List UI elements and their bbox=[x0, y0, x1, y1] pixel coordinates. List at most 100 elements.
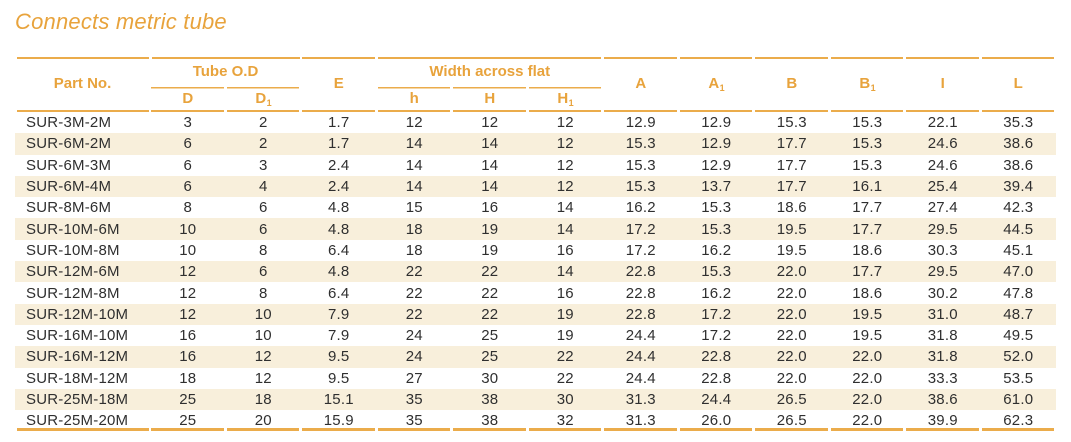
col-header-a1: A1 bbox=[678, 57, 754, 112]
cell-h_cap: 25 bbox=[481, 327, 499, 345]
cell-part_no: SUR-10M-8M bbox=[26, 241, 120, 259]
cell-b: 17.7 bbox=[776, 178, 807, 196]
table-row: SUR-10M-8M 10 8 6.4 18 19 16 17.2 16.2 19.5 18.6 30… bbox=[15, 240, 1056, 261]
cell-part_no: SUR-6M-4M bbox=[26, 178, 112, 196]
cell-i: 22.1 bbox=[927, 114, 958, 132]
cell-h_cap: 25 bbox=[481, 348, 499, 366]
cell-h_cap: 14 bbox=[481, 178, 499, 196]
col-header-a1-label: A bbox=[708, 75, 720, 93]
col-header-h-small: h bbox=[376, 87, 452, 112]
cell-a: 15.3 bbox=[625, 156, 656, 174]
cell-h: 24 bbox=[405, 348, 423, 366]
cell-h: 24 bbox=[405, 327, 423, 345]
cell-h_cap: 30 bbox=[481, 369, 499, 387]
col-header-a: A bbox=[603, 57, 679, 112]
col-header-h1-subscript: 1 bbox=[568, 98, 574, 109]
cell-b1: 17.7 bbox=[852, 220, 883, 238]
col-header-b1-label: B bbox=[859, 75, 871, 93]
col-header-l-label: L bbox=[1013, 75, 1023, 93]
cell-a1: 26.0 bbox=[678, 410, 754, 432]
cell-a1: 13.7 bbox=[701, 178, 732, 196]
col-group-width-across-flat: Width across flat bbox=[376, 57, 603, 87]
cell-d: 3 bbox=[183, 114, 193, 132]
cell-h_cap: 14 bbox=[481, 135, 499, 153]
cell-b: 15.3 bbox=[776, 114, 807, 132]
cell-b: 17.7 bbox=[776, 135, 807, 153]
cell-part_no: SUR-12M-6M bbox=[26, 263, 120, 281]
cell-d: 8 bbox=[183, 199, 193, 217]
col-header-h-small-label: h bbox=[409, 90, 419, 108]
cell-a: 31.3 bbox=[625, 391, 656, 408]
cell-l: 52.0 bbox=[1003, 348, 1034, 366]
cell-d1: 2 bbox=[258, 114, 268, 132]
cell-d: 25 bbox=[150, 410, 226, 432]
cell-h: 14 bbox=[405, 156, 423, 174]
cell-l: 38.6 bbox=[1003, 135, 1034, 153]
cell-a1: 22.8 bbox=[701, 369, 732, 387]
cell-h_cap: 19 bbox=[481, 241, 499, 259]
header-row-sub: D D1 h H H1 bbox=[15, 87, 1056, 112]
cell-i: 31.8 bbox=[927, 327, 958, 345]
cell-h_cap: 38 bbox=[452, 410, 528, 432]
cell-b1: 17.7 bbox=[852, 199, 883, 217]
cell-b1: 22.0 bbox=[852, 391, 883, 408]
col-header-d-label: D bbox=[182, 90, 194, 108]
cell-e: 1.7 bbox=[328, 114, 350, 132]
cell-d: 10 bbox=[179, 220, 197, 238]
table-row: SUR-16M-12M 16 12 9.5 24 25 22 24.4 22.8 22.0 22.0… bbox=[15, 346, 1056, 368]
cell-b: 22.0 bbox=[776, 327, 807, 345]
cell-h_cap: 14 bbox=[481, 156, 499, 174]
cell-a1: 17.2 bbox=[701, 305, 732, 323]
cell-part_no: SUR-18M-12M bbox=[26, 369, 129, 387]
cell-b: 19.5 bbox=[776, 241, 807, 259]
cell-b: 19.5 bbox=[776, 220, 807, 238]
cell-i: 30.3 bbox=[927, 241, 958, 259]
col-header-b1-subscript: 1 bbox=[870, 83, 876, 94]
cell-b: 22.0 bbox=[776, 348, 807, 366]
cell-part_no: SUR-16M-10M bbox=[26, 327, 129, 345]
cell-a1: 22.8 bbox=[701, 348, 732, 366]
cell-i: 24.6 bbox=[927, 135, 958, 153]
cell-h: 35 bbox=[376, 410, 452, 432]
cell-a1: 17.2 bbox=[701, 327, 732, 345]
cell-e: 6.4 bbox=[328, 241, 350, 259]
cell-a1: 12.9 bbox=[701, 114, 732, 132]
cell-h1: 12 bbox=[556, 135, 574, 153]
col-header-e: E bbox=[301, 57, 377, 112]
col-header-a-label: A bbox=[635, 75, 647, 93]
cell-h: 35 bbox=[405, 391, 423, 408]
cell-d1: 20 bbox=[225, 410, 301, 432]
cell-b: 26.5 bbox=[776, 391, 807, 408]
cell-e: 4.8 bbox=[328, 263, 350, 281]
cell-d: 12 bbox=[179, 263, 197, 281]
cell-e: 7.9 bbox=[328, 305, 350, 323]
cell-d1: 8 bbox=[258, 284, 268, 302]
col-header-b1: B1 bbox=[829, 57, 905, 112]
cell-d1: 4 bbox=[258, 178, 268, 196]
cell-a: 24.4 bbox=[625, 348, 656, 366]
cell-i: 31.8 bbox=[927, 348, 958, 366]
cell-a: 22.8 bbox=[625, 284, 656, 302]
cell-b1: 15.3 bbox=[852, 114, 883, 132]
cell-b: 18.6 bbox=[776, 199, 807, 217]
cell-a: 15.3 bbox=[625, 178, 656, 196]
cell-l: 42.3 bbox=[1003, 199, 1034, 217]
cell-h_cap: 22 bbox=[481, 263, 499, 281]
cell-h1: 14 bbox=[556, 199, 574, 217]
cell-d: 10 bbox=[179, 241, 197, 259]
cell-part_no: SUR-10M-6M bbox=[26, 220, 120, 238]
cell-d: 16 bbox=[179, 327, 197, 345]
cell-h1: 12 bbox=[556, 156, 574, 174]
cell-part_no: SUR-25M-18M bbox=[26, 391, 129, 408]
cell-a: 31.3 bbox=[603, 410, 679, 432]
col-header-i: I bbox=[905, 57, 981, 112]
cell-h_cap: 22 bbox=[481, 305, 499, 323]
cell-a: 22.8 bbox=[625, 263, 656, 281]
cell-b1: 22.0 bbox=[852, 369, 883, 387]
cell-h1: 16 bbox=[556, 284, 574, 302]
cell-part_no: SUR-25M-20M bbox=[15, 410, 150, 432]
cell-d1: 6 bbox=[258, 220, 268, 238]
cell-b1: 18.6 bbox=[852, 241, 883, 259]
cell-e: 2.4 bbox=[328, 156, 350, 174]
